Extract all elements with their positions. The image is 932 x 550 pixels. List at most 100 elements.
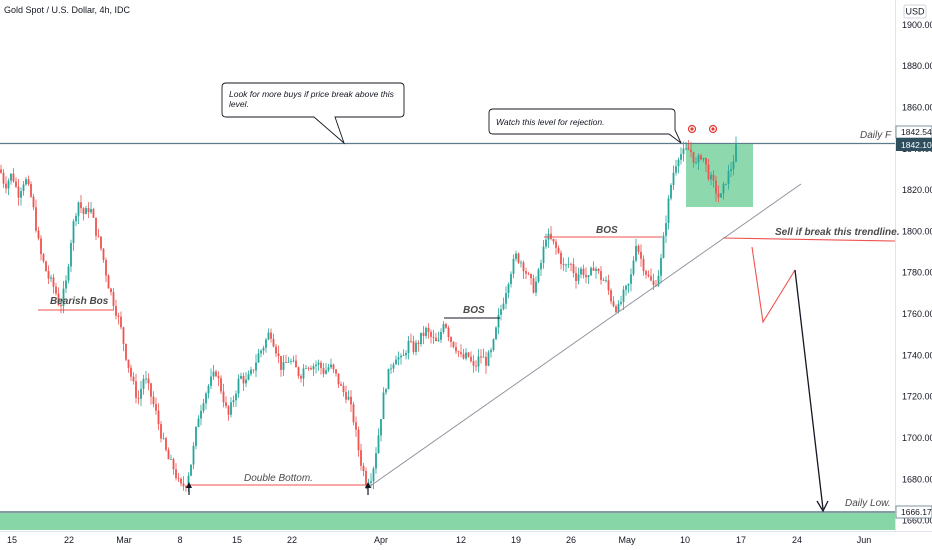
candle-body xyxy=(262,347,265,351)
candle-body xyxy=(635,245,637,261)
candle-body xyxy=(380,419,382,436)
candle-body xyxy=(165,438,167,450)
candle-body xyxy=(652,280,655,286)
candle-body xyxy=(42,254,45,262)
candle-body xyxy=(512,258,515,274)
candle-body xyxy=(427,327,430,332)
candle-body xyxy=(100,236,102,249)
candle-body xyxy=(190,464,192,476)
bos-label-1: BOS xyxy=(463,305,485,316)
eye-icon xyxy=(687,124,697,134)
candle-body xyxy=(695,162,697,164)
candle-body xyxy=(590,267,592,276)
candle-body xyxy=(312,366,315,370)
candle-body xyxy=(550,233,552,239)
candle-body xyxy=(587,275,590,278)
candle-body xyxy=(65,280,67,289)
candle-body xyxy=(55,286,57,294)
candle-body xyxy=(5,183,7,189)
candle-body xyxy=(505,293,507,304)
y-tick-label: 1660.00 xyxy=(902,516,932,526)
candle-body xyxy=(355,422,357,430)
candle-body xyxy=(420,332,422,345)
bearish-bos-label: Bearish Bos xyxy=(50,296,109,307)
svg-text:1666.17: 1666.17 xyxy=(901,507,932,517)
candle-body xyxy=(555,241,557,248)
candle-body xyxy=(392,364,395,369)
currency-box[interactable] xyxy=(903,4,927,19)
candle-body xyxy=(445,324,447,328)
daily-low-zone xyxy=(0,513,895,530)
candle-body xyxy=(595,268,597,271)
candle-body xyxy=(210,376,212,386)
candle-body xyxy=(50,277,52,279)
price-axis[interactable]: 1900.001880.001860.001840.001820.001800.… xyxy=(902,20,932,526)
candle-body xyxy=(450,337,452,342)
candle-body xyxy=(57,293,60,305)
candle-body xyxy=(630,274,632,284)
candle-body xyxy=(267,332,270,340)
candle-body xyxy=(640,251,642,259)
candle-body xyxy=(687,148,690,150)
candle-body xyxy=(155,404,157,411)
candle-body xyxy=(730,169,732,171)
candle-body xyxy=(145,378,147,380)
y-tick-label: 1760.00 xyxy=(902,309,932,319)
callout-rejection-text: Watch this level for rejection. xyxy=(496,117,605,127)
candle-body xyxy=(357,429,360,451)
candle-body xyxy=(460,352,462,354)
chart-title: Gold Spot / U.S. Dollar, 4h, IDC xyxy=(4,5,131,15)
callout-rejection[interactable]: Watch this level for rejection. xyxy=(488,108,682,144)
callout-buys[interactable]: Look for more buys if price break above … xyxy=(221,82,405,145)
candle-body xyxy=(395,359,397,365)
candle-body xyxy=(337,373,340,385)
candle-body xyxy=(575,272,577,282)
candle-body xyxy=(280,356,282,370)
candle-body xyxy=(137,397,140,399)
candle-body xyxy=(462,353,465,359)
x-tick-label: 15 xyxy=(232,535,242,545)
candle-body xyxy=(140,388,142,399)
x-tick-label: 8 xyxy=(177,535,182,545)
candle-body xyxy=(452,341,455,348)
candle-body xyxy=(35,207,37,231)
candle-body xyxy=(197,418,200,428)
daily-low-label: Daily Low. xyxy=(845,498,891,509)
candle-body xyxy=(102,248,105,260)
y-tick-label: 1740.00 xyxy=(902,350,932,360)
candle-body xyxy=(127,359,130,368)
candle-body xyxy=(130,367,132,377)
candle-body xyxy=(670,184,672,199)
candle-body xyxy=(120,316,122,328)
candle-body xyxy=(27,179,30,185)
candle-body xyxy=(542,246,545,263)
candle-body xyxy=(465,352,467,359)
candle-body xyxy=(690,149,692,152)
candle-body xyxy=(617,303,620,313)
candle-body xyxy=(430,331,432,337)
candle-body xyxy=(525,271,527,274)
candle-body xyxy=(72,221,75,243)
candle-body xyxy=(152,396,155,405)
candle-body xyxy=(487,352,490,366)
candle-body xyxy=(362,465,365,472)
candle-body xyxy=(625,285,627,290)
candle-body xyxy=(647,274,650,277)
x-tick-label: Mar xyxy=(116,535,132,545)
candle-body xyxy=(60,304,62,307)
candle-body xyxy=(70,242,72,267)
candle-body xyxy=(62,288,65,307)
candle-body xyxy=(317,362,320,365)
callout-buys-text-1: Look for more buys if price break above … xyxy=(229,89,395,99)
candle-body xyxy=(12,173,15,182)
candle-body xyxy=(7,180,10,189)
candle-body xyxy=(492,339,495,351)
candle-body xyxy=(522,262,525,272)
candle-body xyxy=(682,148,685,155)
candle-body xyxy=(620,301,622,304)
candle-body xyxy=(407,340,410,354)
time-axis[interactable]: 15 22 Mar 8 15 22 Apr 12 19 26 May 10 17 24 Jun xyxy=(7,535,871,545)
candle-body xyxy=(425,327,427,336)
candle-body xyxy=(195,427,197,446)
